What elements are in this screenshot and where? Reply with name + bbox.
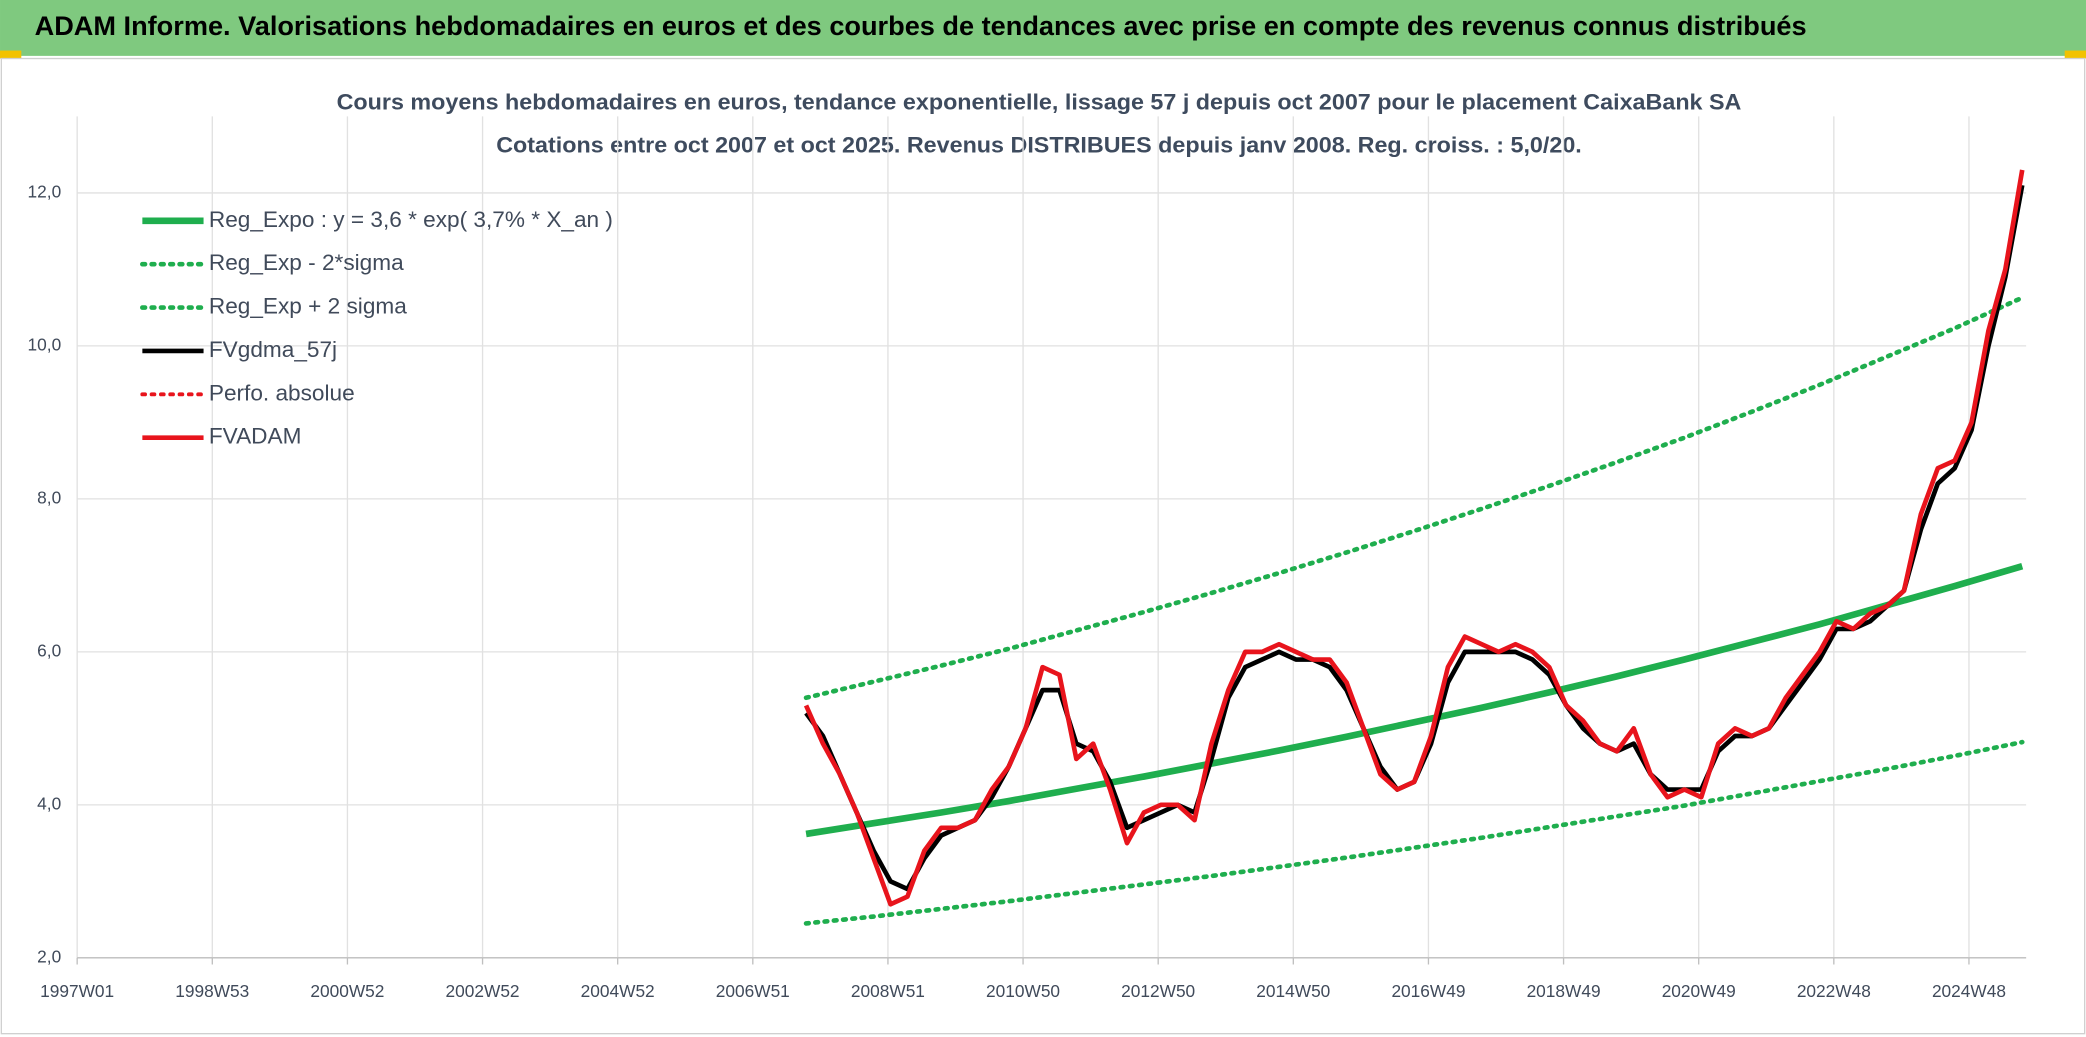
series-line [803, 739, 2025, 926]
x-tick-label: 2012W50 [1121, 981, 1195, 1001]
y-tick-label: 8,0 [37, 487, 61, 507]
x-tick-label: 2006W51 [716, 981, 790, 1001]
x-tick-label: 2008W51 [851, 981, 925, 1001]
series-line [805, 563, 2024, 838]
x-tick-label: 1998W53 [175, 981, 249, 1001]
x-tick-label: 2024W48 [1932, 981, 2006, 1001]
legend: Reg_Expo : y = 3,6 * exp( 3,7% * X_an ) R… [140, 207, 613, 449]
x-tick-label: 2002W52 [446, 981, 520, 1001]
x-tick-label: 2014W50 [1256, 981, 1330, 1001]
legend-label: Reg_Exp - 2*sigma [209, 250, 404, 275]
y-tick-label: 12,0 [28, 181, 62, 201]
banner-corner [2064, 50, 2086, 59]
banner-corner [0, 50, 22, 59]
series-line [803, 295, 2025, 701]
x-tick-label: 2016W49 [1391, 981, 1465, 1001]
y-tick-label: 2,0 [37, 946, 61, 966]
x-tick-label: 2004W52 [581, 981, 655, 1001]
x-tick-label: 2020W49 [1662, 981, 1736, 1001]
banner-background [0, 0, 2086, 56]
plot [803, 169, 2025, 926]
x-tick-label: 2000W52 [310, 981, 384, 1001]
legend-label: Perfo. absolue [209, 380, 355, 405]
legend-label: FVgdma_57j [209, 337, 337, 362]
banner-title: ADAM Informe. Valorisations hebdomadaire… [35, 11, 1807, 41]
series-line [803, 169, 2025, 907]
x-tick-label: 2022W48 [1797, 981, 1871, 1001]
x-tick-label: 2010W50 [986, 981, 1060, 1001]
legend-label: FVADAM [209, 424, 302, 449]
y-tick-label: 6,0 [37, 640, 61, 660]
x-tick-label: 2018W49 [1527, 981, 1601, 1001]
chart-title: Cours moyens hebdomadaires en euros, ten… [337, 90, 1742, 115]
y-tick-label: 4,0 [37, 793, 61, 813]
y-tick-label: 10,0 [28, 334, 62, 354]
x-tick-label: 1997W01 [40, 981, 114, 1001]
chart-subtitle: Cotations entre oct 2007 et oct 2025. Re… [496, 132, 1582, 157]
legend-label: Reg_Exp + 2 sigma [209, 294, 407, 319]
legend-label: Reg_Expo : y = 3,6 * exp( 3,7% * X_an ) [209, 207, 613, 232]
chart-border [0, 57, 2086, 1035]
